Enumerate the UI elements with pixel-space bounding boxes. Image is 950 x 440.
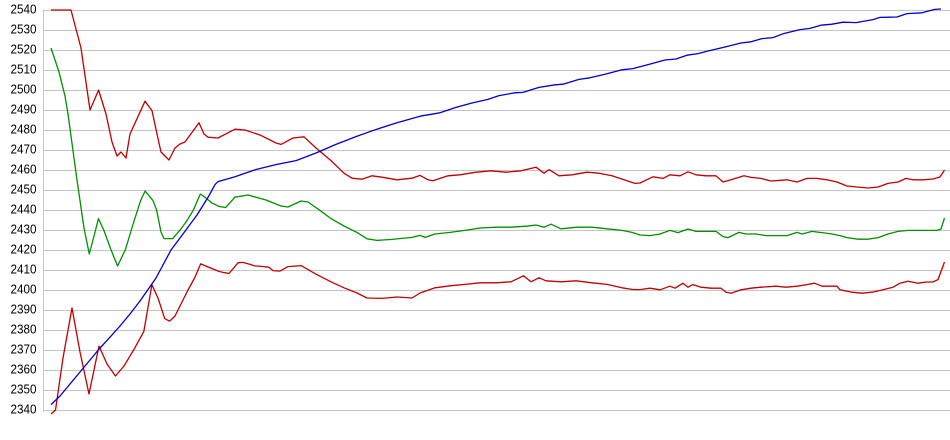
svg-text:2400: 2400	[11, 282, 37, 297]
svg-text:2460: 2460	[11, 162, 37, 177]
svg-text:2480: 2480	[11, 122, 37, 137]
svg-text:2500: 2500	[11, 82, 37, 97]
svg-text:2390: 2390	[11, 302, 37, 317]
svg-text:2520: 2520	[11, 42, 37, 57]
svg-text:2470: 2470	[11, 142, 37, 157]
svg-text:2440: 2440	[11, 202, 37, 217]
svg-text:2530: 2530	[11, 22, 37, 37]
svg-text:2340: 2340	[11, 402, 37, 417]
svg-text:2420: 2420	[11, 242, 37, 257]
svg-text:2450: 2450	[11, 182, 37, 197]
svg-text:2360: 2360	[11, 362, 37, 377]
svg-text:2430: 2430	[11, 222, 37, 237]
svg-text:2490: 2490	[11, 102, 37, 117]
svg-text:2410: 2410	[11, 262, 37, 277]
svg-text:2350: 2350	[11, 382, 37, 397]
svg-text:2370: 2370	[11, 342, 37, 357]
svg-text:2540: 2540	[11, 2, 37, 17]
svg-text:2510: 2510	[11, 62, 37, 77]
svg-text:2380: 2380	[11, 322, 37, 337]
